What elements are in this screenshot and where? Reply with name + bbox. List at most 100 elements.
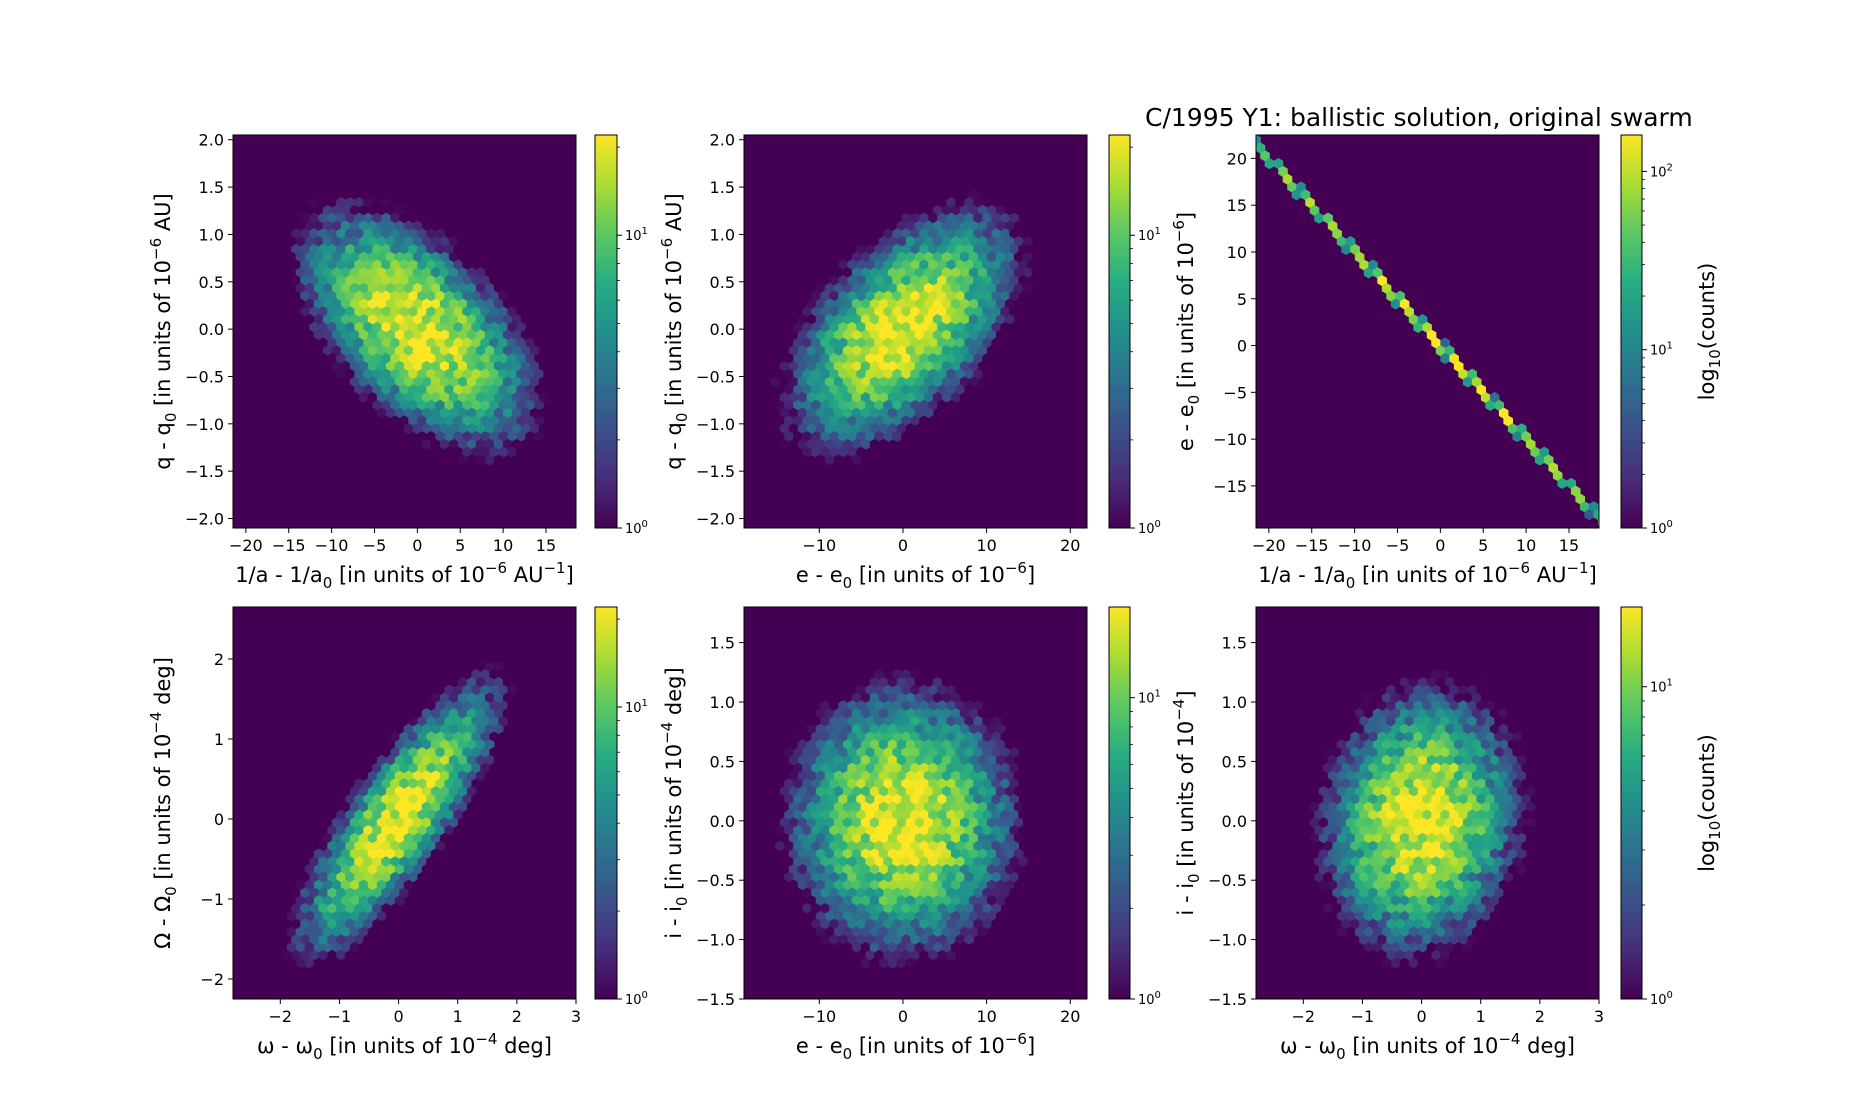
hexbin-cell xyxy=(761,423,772,435)
colorbar xyxy=(1108,134,1131,529)
hexbin-cell xyxy=(408,887,418,899)
figure-title: C/1995 Y1: ballistic solution, original … xyxy=(1145,103,1693,132)
y-tick-label: 1.5 xyxy=(710,634,735,653)
y-tick-label: −1.0 xyxy=(696,415,735,434)
panel-6: −2 −1 0 1 2 3 −1.5 −1.0 −0.5 0.0 0.5 1.0 1.5 ω - ω0 [… xyxy=(1170,606,1724,1063)
hexbin-cell xyxy=(1603,525,1612,535)
hexbin-cell xyxy=(995,345,1006,357)
x-axis-label: ω - ω0 [in units of 10−4 deg] xyxy=(257,1030,552,1063)
x-tick-label: −2 xyxy=(269,1007,293,1026)
x-tick-label: 15 xyxy=(536,536,556,555)
hexbin-cell xyxy=(1516,879,1527,891)
hexbin-cell xyxy=(1013,189,1024,201)
hexbin-cell xyxy=(1534,454,1545,466)
hexbin-cell xyxy=(1440,965,1450,977)
hexbin-cell xyxy=(1004,895,1015,907)
hexbin-cell xyxy=(322,957,333,969)
hexbin-cell xyxy=(1327,926,1338,938)
y-tick-label: 0.0 xyxy=(710,320,735,339)
y-tick-label: 1.0 xyxy=(1222,693,1247,712)
y-tick-label: −10 xyxy=(1213,430,1247,449)
colorbar xyxy=(594,606,618,1000)
y-tick-label: 2.0 xyxy=(199,131,224,150)
hexbin-cell xyxy=(838,462,848,474)
hexbin-cell xyxy=(448,832,459,844)
y-tick-label: 2.0 xyxy=(710,131,735,150)
colorbar-tick-label: 101 xyxy=(625,698,648,716)
hexbin-cell xyxy=(761,801,772,813)
plot-frame xyxy=(1255,134,1600,529)
hexbin-cell xyxy=(1390,957,1401,969)
hexbin-cell xyxy=(1305,871,1315,883)
x-tick-label: 0 xyxy=(412,536,422,555)
y-tick-label: −5 xyxy=(1223,383,1247,402)
y-tick-label: 2 xyxy=(214,650,224,669)
x-tick-label: −10 xyxy=(315,536,349,555)
hexbin-cell xyxy=(511,454,522,466)
x-tick-label: 0 xyxy=(898,536,908,555)
y-axis-label: q - q0 [in units of 10−6 AU] xyxy=(658,193,691,470)
hexbin-cell xyxy=(806,926,817,938)
colorbar xyxy=(1108,606,1131,1000)
hexbin-cell xyxy=(282,965,292,977)
hexbin-cell xyxy=(1598,519,1599,526)
panel-1: −20 −15 −10 −5 0 5 10 15 −2.0 −1.5 −1.0 −0.5 0.0 0.5 1… xyxy=(147,131,648,592)
hexbin-cell xyxy=(1593,509,1599,521)
hexbin-cell xyxy=(1485,399,1495,411)
colorbar-tick-label: 100 xyxy=(1650,519,1673,537)
x-tick-label: 0 xyxy=(393,1007,403,1026)
hexbin-cell xyxy=(982,934,992,946)
hexbin-cell xyxy=(412,438,423,450)
plot-frame xyxy=(232,134,577,529)
hexbin-cell xyxy=(358,942,369,954)
y-tick-label: 1 xyxy=(214,730,224,749)
hexbin-cells xyxy=(761,653,1042,985)
hexbin-cell xyxy=(277,236,288,248)
panel-3: −20 −15 −10 −5 0 5 10 15 −15 −10 −5 0 5 10 15 20 1/a - 1… xyxy=(1170,134,1724,592)
x-tick-label: 0 xyxy=(1435,536,1445,555)
colorbar xyxy=(1620,134,1643,529)
hexbin-cell xyxy=(1440,353,1450,365)
hexbin-cell xyxy=(430,438,441,450)
colorbar-tick-label: 100 xyxy=(1138,519,1161,537)
hexbin-cell xyxy=(1341,243,1351,255)
hexbin-cell xyxy=(1291,189,1302,201)
y-tick-label: 1.0 xyxy=(710,693,735,712)
x-tick-label: 10 xyxy=(976,1007,996,1026)
x-tick-label: −5 xyxy=(1386,536,1410,555)
panel-5: −10 0 10 20 −1.5 −1.0 −0.5 0.0 0.5 1.0 1.5 e - e0 [… xyxy=(658,606,1161,1063)
hexbin-cell xyxy=(919,965,929,977)
y-tick-label: −1.0 xyxy=(1208,931,1247,950)
colorbar-tick-label: 102 xyxy=(1650,162,1673,180)
hexbin-cell xyxy=(1453,957,1464,969)
plot-frame xyxy=(232,606,577,1000)
x-tick-label: 0 xyxy=(1416,1007,1426,1026)
x-tick-label: −10 xyxy=(802,536,836,555)
hexbin-cell xyxy=(1390,298,1401,310)
y-tick-label: 0.5 xyxy=(710,273,735,292)
hexbin-cell xyxy=(883,446,893,458)
x-tick-label: −15 xyxy=(1295,536,1329,555)
y-tick-label: −1.0 xyxy=(185,415,224,434)
x-axis-label: e - e0 [in units of 10−6] xyxy=(796,559,1035,592)
y-tick-label: −1.5 xyxy=(1208,990,1247,1009)
hexbin-cell xyxy=(869,454,880,466)
y-tick-label: 1.5 xyxy=(710,178,735,197)
y-tick-label: −2.0 xyxy=(185,510,224,529)
hexbin-cell xyxy=(1341,934,1351,946)
x-tick-label: 10 xyxy=(1516,536,1536,555)
x-tick-label: −15 xyxy=(272,536,306,555)
hexbin-cell xyxy=(941,407,952,419)
hexbin-cell xyxy=(779,438,790,450)
y-tick-label: 5 xyxy=(1237,290,1247,309)
plot-frame xyxy=(1255,606,1600,1000)
y-axis-label: i - i0 [in units of 10−4] xyxy=(1170,690,1203,915)
hexbin-cell xyxy=(394,423,405,435)
x-tick-label: −1 xyxy=(328,1007,352,1026)
hexbin-cell xyxy=(770,438,781,450)
y-tick-label: −0.5 xyxy=(1208,871,1247,890)
y-tick-label: 0 xyxy=(214,810,224,829)
hexbin-cell xyxy=(444,446,454,458)
hexbin-cell xyxy=(309,965,319,977)
hexbin-cell xyxy=(1525,864,1536,876)
